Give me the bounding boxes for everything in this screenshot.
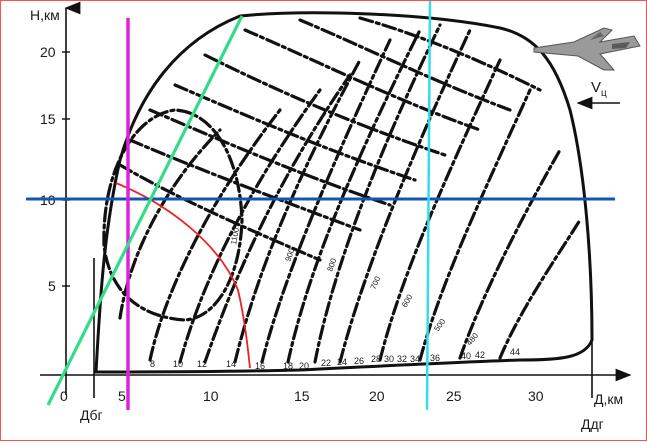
range-line xyxy=(286,28,422,364)
range-line xyxy=(260,38,392,364)
bottom-number: 20 xyxy=(299,361,309,371)
speed-line xyxy=(148,108,392,207)
range-line xyxy=(118,128,222,320)
bottom-number: 26 xyxy=(354,356,364,366)
bottom-number: 30 xyxy=(384,354,394,364)
bottom-number: 24 xyxy=(337,357,347,367)
x-axis-title: Д,км xyxy=(594,391,623,407)
speed-line xyxy=(358,16,542,92)
bottom-number: 8 xyxy=(150,359,155,369)
zone-envelope xyxy=(94,11,594,374)
range-line xyxy=(148,108,282,362)
bottom-numbers: 8 10 12 14 16 18 20 22 24 26 28 30 32 34… xyxy=(150,347,520,371)
range-line xyxy=(498,218,582,360)
x-tick-label: 20 xyxy=(369,388,385,404)
y-axis-title: Н,км xyxy=(30,7,60,23)
x-tick-label: 25 xyxy=(446,388,462,404)
speed-line xyxy=(298,18,512,112)
x-tick-label: 15 xyxy=(294,388,310,404)
speed-line xyxy=(173,83,417,182)
bottom-number: 44 xyxy=(510,347,520,357)
range-line xyxy=(338,28,472,364)
curve-label: 600 xyxy=(400,292,415,309)
speed-symbol: V xyxy=(591,79,601,96)
range-line xyxy=(313,23,442,364)
speed-line xyxy=(243,28,482,132)
ddg-label: Ддг xyxy=(581,416,604,432)
x-tick-label: 5 xyxy=(118,388,126,404)
curve-label: 480 xyxy=(465,331,481,347)
iso-speed-lines xyxy=(118,16,542,262)
iso-range-lines xyxy=(118,23,582,364)
range-line xyxy=(233,58,362,364)
speed-line xyxy=(203,53,447,157)
curve-label: 700 xyxy=(369,274,383,290)
x-tick-label: 0 xyxy=(60,388,68,404)
curve-label: 1100 xyxy=(229,226,241,245)
y-tick-label: 5 xyxy=(48,278,56,294)
bottom-number: 42 xyxy=(475,350,485,360)
speed-label: Vц xyxy=(591,79,607,99)
bottom-number: 32 xyxy=(397,354,407,364)
x-tick-label: 30 xyxy=(528,388,544,404)
bottom-number: 36 xyxy=(430,353,440,363)
bottom-number: 10 xyxy=(173,359,183,369)
curve-label: 900 xyxy=(283,247,296,263)
bottom-number: 40 xyxy=(461,351,471,361)
bottom-number: 18 xyxy=(283,361,293,371)
y-tick-label: 20 xyxy=(40,44,56,60)
bottom-number: 34 xyxy=(410,354,420,364)
bottom-number: 22 xyxy=(321,358,331,368)
y-ticks: 20 15 10 5 xyxy=(40,44,70,294)
bottom-number: 14 xyxy=(226,359,236,369)
speed-line xyxy=(118,163,322,262)
red-curve xyxy=(115,182,251,369)
range-line xyxy=(203,73,352,364)
curve-label: 500 xyxy=(432,317,447,334)
bottom-number: 28 xyxy=(371,354,381,364)
range-line xyxy=(378,58,502,362)
bottom-number: 16 xyxy=(255,361,265,371)
bottom-number: 12 xyxy=(197,359,207,369)
aircraft-icon xyxy=(533,27,641,71)
cyan-vertical-line xyxy=(425,0,432,411)
speed-line xyxy=(128,138,362,232)
y-tick-label: 15 xyxy=(40,111,56,127)
curve-label: 800 xyxy=(325,257,338,273)
dbg-label: Дбг xyxy=(80,407,103,423)
x-tick-label: 10 xyxy=(203,388,219,404)
speed-subscript: ц xyxy=(601,88,607,99)
green-diagonal-line xyxy=(46,15,244,406)
x-ticks: 0 5 10 15 20 25 30 xyxy=(60,388,544,404)
range-line xyxy=(458,148,562,360)
range-line xyxy=(178,88,322,364)
